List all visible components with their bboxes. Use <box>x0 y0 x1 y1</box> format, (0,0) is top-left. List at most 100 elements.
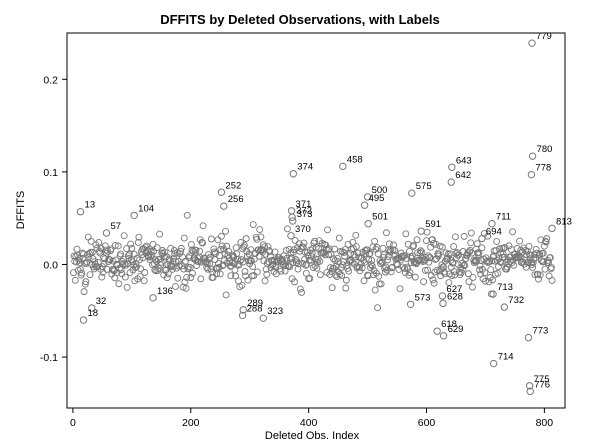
scatter-point <box>302 261 310 269</box>
scatter-point <box>399 263 407 271</box>
scatter-point <box>266 248 274 256</box>
scatter-point <box>140 277 148 285</box>
scatter-point <box>366 249 374 257</box>
scatter-point <box>387 268 395 276</box>
scatter-point <box>217 232 225 240</box>
scatter-point <box>510 261 518 269</box>
scatter-point <box>536 271 544 279</box>
scatter-point <box>485 278 493 286</box>
scatter-point <box>358 264 366 272</box>
scatter-point <box>424 266 432 274</box>
y-axis-ticks: -0.1 0.0 0.1 0.2 <box>40 74 67 364</box>
point-label: 136 <box>157 286 173 297</box>
scatter-point <box>123 283 131 291</box>
x-tick-label: 0 <box>70 417 76 429</box>
scatter-point <box>436 267 443 275</box>
scatter-point <box>539 249 547 257</box>
scatter-point <box>348 258 356 266</box>
x-tick-label: 200 <box>182 417 200 429</box>
scatter-point <box>306 274 314 282</box>
labeled-point <box>130 211 138 220</box>
scatter-point <box>260 257 268 265</box>
point-label: 711 <box>496 212 511 223</box>
scatter-point <box>232 272 240 280</box>
scatter-point <box>543 235 551 243</box>
labeled-point <box>406 300 415 308</box>
scatter-point <box>193 262 201 270</box>
labeled-point <box>528 152 537 160</box>
scatter-point <box>374 304 382 312</box>
labeled-point <box>88 304 96 312</box>
labeled-point <box>488 220 496 228</box>
scatter-point <box>365 250 373 258</box>
scatter-point <box>352 243 360 251</box>
scatter-point <box>95 239 103 246</box>
scatter-point <box>533 249 541 257</box>
point-label: 458 <box>347 154 363 165</box>
scatter-point <box>441 270 449 278</box>
scatter-point <box>528 261 536 268</box>
point-label: 591 <box>425 219 441 230</box>
scatter-point <box>241 268 249 275</box>
scatter-point <box>102 246 110 254</box>
scatter-point <box>80 288 88 296</box>
scatter-point <box>167 244 175 252</box>
scatter-point <box>120 232 128 240</box>
scatter-point <box>127 240 135 248</box>
labeled-point <box>220 202 228 210</box>
labeled-point <box>528 39 536 47</box>
scatter-point <box>489 276 496 284</box>
scatter-point <box>155 265 163 272</box>
labeled-point <box>526 387 534 396</box>
scatter-point <box>296 285 304 293</box>
scatter-point <box>311 237 318 245</box>
scatter-point <box>368 262 376 270</box>
point-label: 371 <box>296 199 312 210</box>
scatter-point <box>370 267 378 275</box>
scatter-point <box>197 275 205 283</box>
point-label: 773 <box>532 326 548 337</box>
scatter-point <box>375 280 383 288</box>
scatter-point <box>260 243 268 251</box>
scatter-point <box>404 265 412 273</box>
scatter-point <box>112 256 120 264</box>
scatter-point <box>163 274 171 282</box>
scatter-point <box>120 255 128 263</box>
scatter-point <box>181 278 189 286</box>
scatter-point <box>169 265 176 273</box>
scatter-point <box>448 272 456 280</box>
scatter-point <box>268 261 276 269</box>
scatter-point <box>151 266 159 274</box>
scatter-point <box>111 241 119 249</box>
scatter-point <box>380 251 388 259</box>
point-label: 714 <box>498 352 514 363</box>
scatter-point <box>514 253 522 261</box>
scatter-point <box>134 238 142 246</box>
y-axis-label: DFFITS <box>15 191 27 230</box>
scatter-point <box>329 255 337 263</box>
scatter-point <box>250 272 258 279</box>
scatter-point <box>183 211 191 219</box>
point-label: 779 <box>536 31 552 42</box>
scatter-point <box>227 272 235 280</box>
labeled-point <box>287 232 295 240</box>
scatter-point <box>210 248 218 256</box>
scatter-point <box>469 283 476 291</box>
scatter-point <box>249 263 257 271</box>
scatter-point <box>459 266 466 273</box>
scatter-point <box>465 278 473 286</box>
scatter-point <box>496 245 504 253</box>
scatter-point <box>345 267 353 275</box>
point-label: 643 <box>456 155 472 166</box>
scatter-point <box>196 247 204 255</box>
point-label: 778 <box>535 163 551 174</box>
scatter-point <box>473 240 481 248</box>
scatter-point <box>473 257 481 265</box>
x-axis-label: Deleted Obs. Index <box>265 430 360 442</box>
scatter-point <box>217 245 225 253</box>
scatter-point <box>529 264 537 271</box>
labeled-point <box>439 332 448 340</box>
x-tick-label: 400 <box>300 417 318 429</box>
scatter-point <box>98 273 106 281</box>
scatter-point <box>334 254 341 262</box>
